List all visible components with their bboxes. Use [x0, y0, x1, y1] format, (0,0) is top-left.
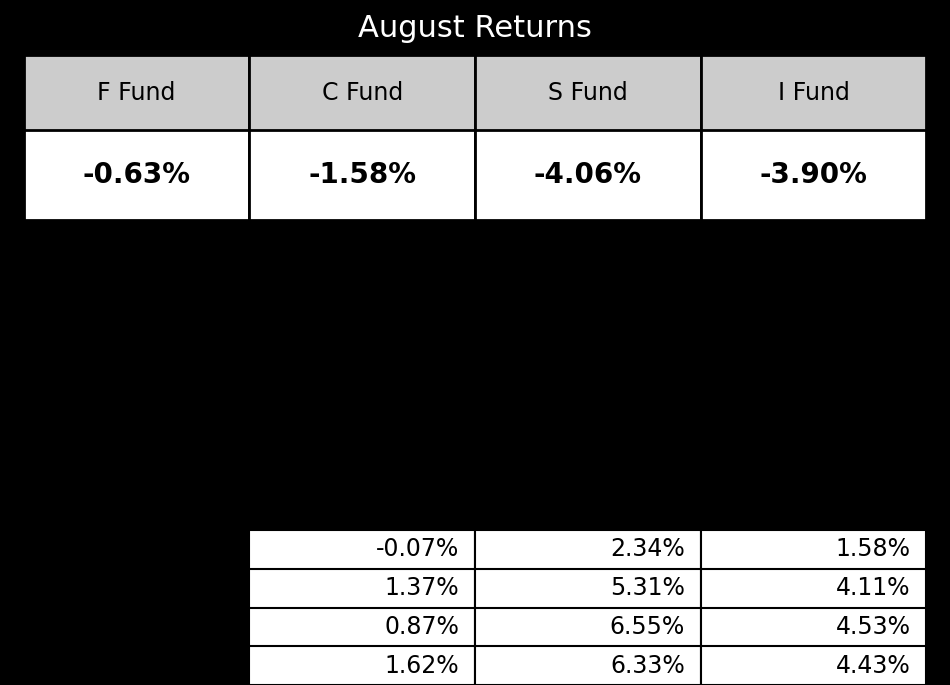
Text: 1.37%: 1.37%: [385, 576, 459, 600]
Text: -0.63%: -0.63%: [83, 161, 191, 189]
Text: 6.55%: 6.55%: [610, 615, 685, 639]
Text: C Fund: C Fund: [321, 81, 403, 105]
Text: Expected Returns: Expected Returns: [336, 319, 614, 347]
Bar: [475, 530, 700, 569]
Bar: [700, 569, 926, 608]
Bar: [475, 130, 700, 220]
Text: -3.90%: -3.90%: [759, 161, 867, 189]
Text: Standard
Deviation: Standard Deviation: [528, 477, 648, 523]
Bar: [249, 569, 475, 608]
Text: -0.07%: -0.07%: [376, 537, 459, 562]
Text: 4.11%: 4.11%: [836, 576, 910, 600]
Text: -1.58%: -1.58%: [308, 161, 416, 189]
Bar: [24, 55, 249, 130]
Text: -4.06%: -4.06%: [534, 161, 642, 189]
Bar: [475, 646, 700, 685]
Bar: [24, 130, 249, 220]
Text: S: S: [128, 615, 144, 639]
Bar: [249, 130, 475, 220]
Text: C: C: [128, 576, 145, 600]
Text: 4.53%: 4.53%: [835, 615, 910, 639]
Text: 1.62%: 1.62%: [385, 653, 459, 677]
Text: Fund: Fund: [105, 503, 167, 523]
Bar: [700, 646, 926, 685]
Bar: [700, 130, 926, 220]
Text: 0.87%: 0.87%: [385, 615, 459, 639]
Text: Sortino
Standard
Deviation: Sortino Standard Deviation: [753, 451, 873, 523]
Text: 1.58%: 1.58%: [835, 537, 910, 562]
Bar: [475, 55, 700, 130]
Text: 2.34%: 2.34%: [610, 537, 685, 562]
Bar: [475, 569, 700, 608]
Text: I Fund: I Fund: [777, 81, 849, 105]
Bar: [249, 530, 475, 569]
Text: 5.31%: 5.31%: [610, 576, 685, 600]
Text: S Fund: S Fund: [548, 81, 628, 105]
Text: August Returns: August Returns: [358, 14, 592, 43]
Text: F Fund: F Fund: [97, 81, 176, 105]
Bar: [700, 530, 926, 569]
Text: Average
Monthly
Return: Average Monthly Return: [311, 451, 414, 523]
Bar: [475, 608, 700, 646]
Bar: [700, 55, 926, 130]
Text: I: I: [133, 653, 141, 677]
Bar: [249, 646, 475, 685]
Text: F: F: [129, 537, 143, 562]
Bar: [249, 55, 475, 130]
Bar: [700, 608, 926, 646]
Bar: [249, 608, 475, 646]
Text: 6.33%: 6.33%: [610, 653, 685, 677]
Text: 4.43%: 4.43%: [836, 653, 910, 677]
